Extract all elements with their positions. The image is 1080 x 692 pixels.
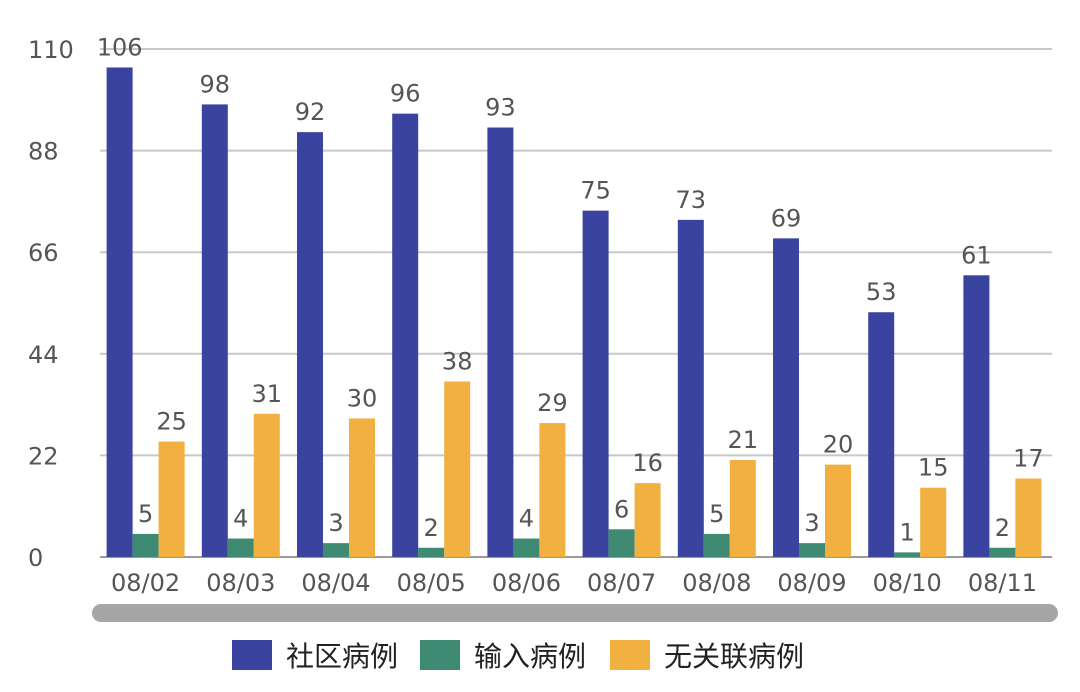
bar-series-1 [582, 210, 609, 558]
data-label: 1 [900, 518, 915, 546]
bar-series-3 [253, 413, 280, 557]
bar-series-2 [799, 543, 825, 557]
data-label: 25 [156, 408, 187, 436]
data-label: 96 [390, 80, 421, 108]
data-label: 38 [442, 348, 473, 376]
y-tick-label: 44 [28, 341, 59, 369]
data-labels: 1065259843192330962389342975616735216932… [97, 33, 1044, 546]
data-label: 4 [519, 505, 534, 533]
bar-series-2 [418, 547, 445, 557]
legend-label: 无关联病例 [664, 640, 804, 673]
gridlines [100, 48, 1052, 558]
data-label: 69 [771, 204, 802, 232]
data-label: 16 [632, 449, 663, 477]
data-label: 4 [233, 505, 248, 533]
bar-series-1 [963, 275, 990, 557]
bar-series-2 [132, 533, 159, 557]
bar-series-2 [703, 533, 730, 557]
x-tick-label: 08/11 [968, 569, 1037, 597]
data-label: 3 [328, 509, 343, 537]
data-label: 98 [200, 70, 231, 98]
y-tick-label: 0 [28, 544, 43, 572]
data-label: 2 [995, 514, 1010, 542]
data-label: 21 [728, 426, 759, 454]
data-label: 15 [918, 454, 949, 482]
bar-series-3 [825, 464, 851, 557]
bar-series-1 [868, 312, 895, 557]
x-tick-label: 08/05 [397, 569, 466, 597]
y-axis: 0 22 44 66 88 110 [28, 36, 74, 572]
bar-series-2 [227, 538, 254, 557]
bar-series-3 [920, 487, 947, 557]
y-tick-label: 66 [28, 239, 59, 267]
bar-series-1 [677, 219, 704, 557]
data-label: 5 [709, 500, 724, 528]
bar-series-3 [1015, 478, 1042, 557]
bar-series-1 [106, 67, 133, 558]
bar-series-3 [539, 423, 566, 557]
bar-series-2 [513, 538, 540, 557]
x-tick-label: 08/09 [777, 569, 846, 597]
x-tick-label: 08/04 [301, 569, 370, 597]
data-label: 53 [866, 278, 897, 306]
bar-series-2 [989, 547, 1016, 557]
data-label: 93 [485, 94, 516, 122]
legend-swatch [610, 640, 650, 670]
x-tick-label: 08/07 [587, 569, 656, 597]
bar-series-1 [487, 127, 514, 557]
data-label: 6 [614, 495, 629, 523]
data-label: 30 [347, 384, 378, 412]
bar-series-3 [444, 381, 471, 557]
data-label: 2 [424, 514, 439, 542]
y-tick-label: 88 [28, 138, 59, 166]
data-label: 73 [676, 186, 707, 214]
data-label: 3 [804, 509, 819, 537]
x-tick-label: 08/06 [492, 569, 561, 597]
x-tick-label: 08/02 [111, 569, 180, 597]
bar-series-1 [773, 238, 799, 557]
data-label: 92 [295, 98, 326, 126]
bar-series-1 [297, 132, 323, 558]
bar-series-1 [392, 113, 419, 558]
y-tick-label: 110 [28, 36, 74, 64]
x-tick-label: 08/10 [873, 569, 942, 597]
bar-series-3 [349, 418, 375, 557]
data-label: 29 [537, 389, 568, 417]
bar-series-2 [608, 529, 635, 557]
x-tick-label: 08/03 [206, 569, 275, 597]
bar-series-2 [894, 552, 921, 557]
data-label: 31 [252, 380, 283, 408]
data-label: 5 [138, 500, 153, 528]
data-label: 20 [823, 431, 854, 459]
legend: 社区病例 输入病例 无关联病例 [232, 640, 804, 673]
x-axis: 08/02 08/03 08/04 08/05 08/06 08/07 08/08 08/09… [111, 569, 1037, 597]
data-label: 106 [97, 33, 143, 61]
legend-label: 输入病例 [474, 640, 586, 673]
legend-swatch [420, 640, 460, 670]
bar-series-3 [729, 460, 756, 557]
horizontal-scrollbar[interactable] [92, 604, 1058, 622]
legend-label: 社区病例 [286, 640, 398, 673]
bar-series-1 [201, 104, 228, 557]
bar-series-3 [634, 483, 661, 557]
bar-series-3 [158, 441, 185, 557]
bar-series-2 [323, 543, 349, 557]
data-label: 17 [1013, 444, 1044, 472]
bars [106, 67, 1042, 558]
x-tick-label: 08/08 [682, 569, 751, 597]
data-label: 75 [580, 177, 611, 205]
y-tick-label: 22 [28, 442, 59, 470]
legend-swatch [232, 640, 272, 670]
data-label: 61 [961, 241, 992, 269]
